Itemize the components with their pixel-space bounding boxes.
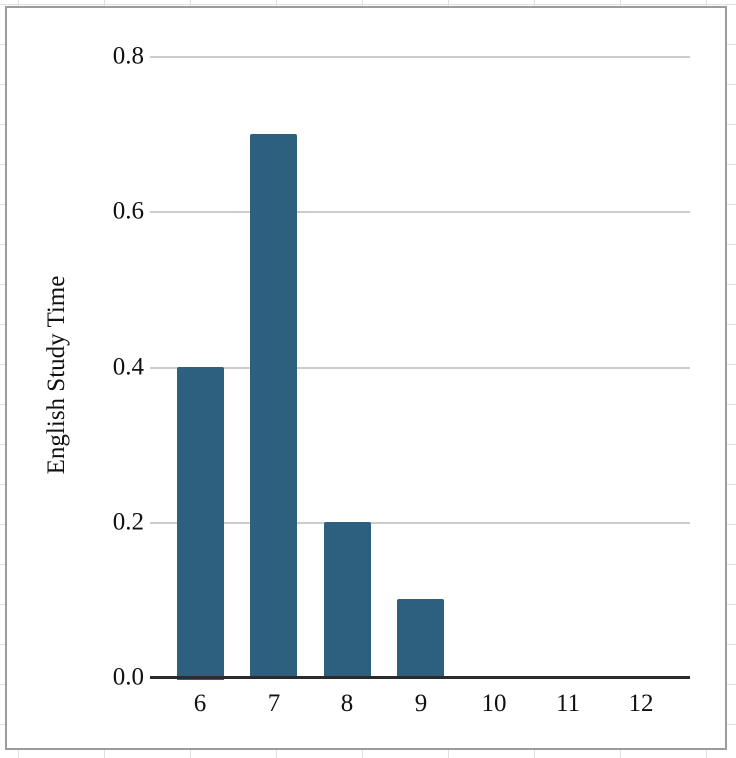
x-tick-label: 9 (414, 690, 428, 717)
y-tick-label: 0.0 (112, 663, 144, 691)
y-tick-label: 0.2 (112, 508, 144, 536)
gridline (150, 367, 690, 369)
y-tick-label: 0.8 (112, 42, 144, 70)
gridline (150, 56, 690, 58)
x-tick-label: 11 (555, 690, 581, 717)
x-tick-label: 6 (193, 690, 207, 717)
bar (397, 599, 444, 679)
bar (324, 522, 371, 679)
x-tick-label: 12 (628, 690, 654, 717)
x-tick-label: 8 (340, 690, 354, 717)
y-tick-label: 0.6 (112, 197, 144, 225)
bar (250, 134, 297, 679)
y-tick-label: 0.4 (112, 353, 144, 381)
x-axis-line (150, 676, 690, 679)
bar (177, 367, 224, 680)
x-tick-label: 7 (267, 690, 281, 717)
gridline (150, 211, 690, 213)
chart-panel: English Study Time 0.0 0.2 0.4 0.6 0.8 6 7 8 9 10… (5, 6, 727, 750)
gridline (150, 522, 690, 524)
x-tick-label: 10 (481, 690, 507, 717)
